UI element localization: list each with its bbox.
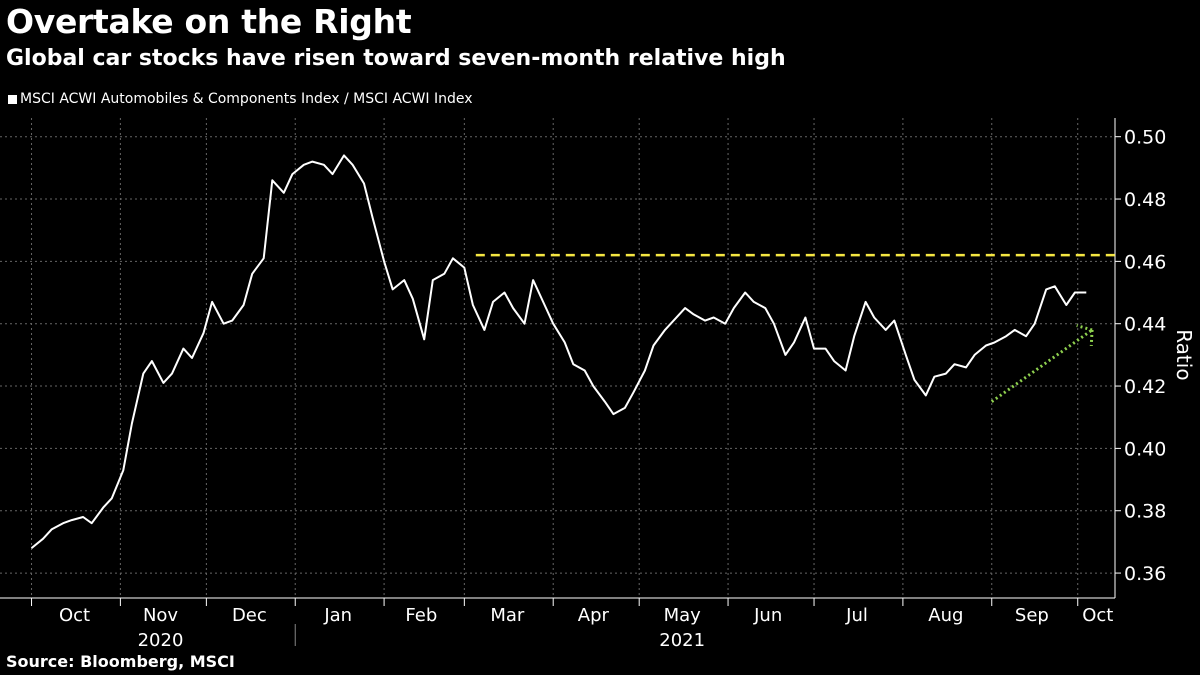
x-tick-label: Oct bbox=[59, 605, 90, 626]
year-label: 2021 bbox=[659, 630, 705, 651]
y-tick-label: 0.44 bbox=[1124, 314, 1166, 336]
trend-arrow-shaft bbox=[990, 328, 1093, 403]
x-tick-label: Mar bbox=[490, 605, 525, 626]
x-tick-label: Apr bbox=[578, 605, 610, 626]
x-tick-label: Dec bbox=[232, 605, 267, 626]
x-tick-label: Aug bbox=[928, 605, 963, 626]
y-tick-label: 0.42 bbox=[1124, 376, 1166, 398]
y-tick-label: 0.50 bbox=[1124, 127, 1166, 149]
y-tick-label: 0.38 bbox=[1124, 501, 1166, 523]
x-tick-label: Jun bbox=[753, 605, 782, 626]
legend-label: MSCI ACWI Automobiles & Components Index… bbox=[20, 91, 473, 107]
legend-swatch bbox=[8, 94, 17, 104]
x-tick-label: May bbox=[664, 605, 702, 626]
y-axis-title: Ratio bbox=[1172, 329, 1196, 380]
x-tick-label: Jul bbox=[845, 605, 868, 626]
y-tick-label: 0.36 bbox=[1124, 563, 1166, 585]
y-tick-label: 0.48 bbox=[1124, 189, 1166, 211]
source-note: Source: Bloomberg, MSCI bbox=[6, 652, 235, 671]
x-tick-label: Jan bbox=[323, 605, 352, 626]
x-tick-label: Nov bbox=[143, 605, 178, 626]
legend: MSCI ACWI Automobiles & Components Index… bbox=[8, 91, 473, 107]
series-line bbox=[30, 154, 1087, 549]
y-tick-label: 0.46 bbox=[1124, 251, 1166, 273]
chart-title: Overtake on the Right bbox=[6, 2, 412, 41]
x-tick-label: Oct bbox=[1082, 605, 1113, 626]
y-tick-label: 0.40 bbox=[1124, 438, 1166, 460]
chart-subtitle: Global car stocks have risen toward seve… bbox=[6, 46, 786, 71]
x-tick-label: Sep bbox=[1015, 605, 1049, 626]
x-tick-label: Feb bbox=[405, 605, 437, 626]
trend-arrow-head bbox=[1089, 329, 1094, 347]
year-label: 2020 bbox=[138, 630, 184, 651]
trend-arrow-head bbox=[1076, 324, 1093, 332]
